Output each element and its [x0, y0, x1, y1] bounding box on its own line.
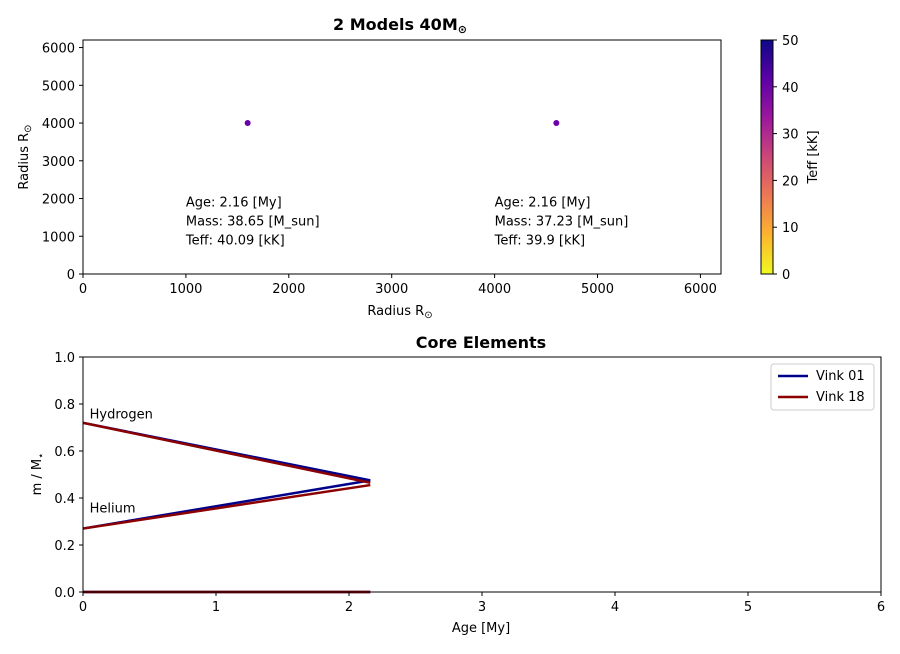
bottom-y-tick-label: 0.6	[54, 445, 75, 460]
bottom-plot-area	[82, 356, 882, 593]
legend-label-vink-18: Vink 18	[816, 390, 865, 405]
colorbar-label: Teff [kK]	[806, 130, 821, 184]
bottom-x-ticks: 0 1 2 3 4 5 6	[79, 592, 885, 615]
bottom-y-ticks: 0.0 0.2 0.4 0.6 0.8 1.0	[54, 351, 83, 601]
colorbar-tick-label: 50	[782, 34, 799, 49]
core-elements-chart: Core Elements 0 1 2 3 4 5 6 0.0 0.2 0.4 0.6 0.8 1.0…	[30, 333, 885, 636]
top-y-tick-label: 5000	[42, 79, 75, 94]
model-info-text: Teff: 39.9 [kK]	[494, 234, 585, 249]
bottom-chart-title: Core Elements	[416, 333, 546, 352]
top-x-tick-label: 2000	[272, 282, 305, 297]
top-y-tick-label: 4000	[42, 117, 75, 132]
top-x-tick-label: 1000	[169, 282, 202, 297]
model-info-text: Age: 2.16 [My]	[186, 196, 282, 211]
bottom-x-tick-label: 3	[478, 600, 486, 615]
bottom-x-tick-label: 4	[611, 600, 619, 615]
top-points	[244, 120, 560, 127]
legend: Vink 01 Vink 18	[770, 363, 875, 411]
colorbar-tick-label: 0	[782, 268, 790, 283]
top-y-tick-label: 2000	[42, 193, 75, 208]
model-info-text: Mass: 37.23 [M_sun]	[495, 215, 629, 230]
top-y-tick-label: 1000	[42, 230, 75, 245]
top-x-tick-label: 5000	[581, 282, 614, 297]
bottom-x-tick-label: 0	[79, 600, 87, 615]
colorbar-tick-label: 30	[782, 128, 799, 143]
radius-scatter-chart: 2 Models 40M⊙ 0 1000 2000 3000 4000 5000 6000 …	[17, 15, 722, 321]
bottom-x-axis-label: Age [My]	[452, 621, 510, 636]
top-y-tick-label: 0	[67, 268, 75, 283]
bottom-annotations: Hydrogen Helium	[90, 407, 153, 516]
element-label: Helium	[90, 501, 136, 516]
bottom-x-tick-label: 5	[744, 600, 752, 615]
top-x-ticks: 0 1000 2000 3000 4000 5000 6000	[79, 274, 717, 297]
top-x-tick-label: 6000	[684, 282, 717, 297]
model-info-text: Mass: 38.65 [M_sun]	[186, 215, 320, 230]
series-line-vink-18	[82, 421, 371, 484]
bottom-x-tick-label: 6	[877, 600, 885, 615]
top-chart-title: 2 Models 40M⊙	[333, 15, 467, 36]
teff-colorbar: 0 10 20 30 40 50 Teff [kK]	[760, 34, 821, 283]
colorbar-gradient	[760, 39, 774, 275]
bottom-y-tick-label: 1.0	[54, 351, 75, 366]
bottom-x-tick-label: 1	[212, 600, 220, 615]
bottom-y-axis-label: m / M⋆	[30, 453, 47, 496]
model-point	[553, 120, 560, 127]
legend-label-vink-01: Vink 01	[816, 369, 865, 384]
top-x-tick-label: 4000	[478, 282, 511, 297]
bottom-y-tick-label: 0.2	[54, 539, 75, 554]
top-x-tick-label: 3000	[375, 282, 408, 297]
top-y-tick-label: 3000	[42, 155, 75, 170]
model-info-text: Teff: 40.09 [kK]	[185, 234, 285, 249]
colorbar-tick-label: 20	[782, 174, 799, 189]
colorbar-ticks: 0 10 20 30 40 50	[773, 34, 799, 283]
top-x-tick-label: 0	[79, 282, 87, 297]
bottom-y-tick-label: 0.8	[54, 398, 75, 413]
top-annotations: Age: 2.16 [My] Mass: 38.65 [M_sun] Teff: 4…	[185, 196, 628, 249]
element-label: Hydrogen	[90, 407, 153, 422]
top-y-tick-label: 6000	[42, 42, 75, 57]
top-y-ticks: 0 1000 2000 3000 4000 5000 6000	[42, 42, 83, 283]
bottom-y-tick-label: 0.0	[54, 586, 75, 601]
top-x-axis-label: Radius R⊙	[367, 304, 432, 321]
model-info-text: Age: 2.16 [My]	[495, 196, 591, 211]
colorbar-tick-label: 40	[782, 81, 799, 96]
model-point	[244, 120, 251, 127]
top-plot-area	[82, 39, 722, 275]
bottom-y-tick-label: 0.4	[54, 492, 75, 507]
bottom-x-tick-label: 2	[345, 600, 353, 615]
series-line-vink-18	[82, 483, 371, 530]
top-y-axis-label: Radius R⊙	[17, 124, 34, 189]
colorbar-tick-label: 10	[782, 221, 799, 236]
